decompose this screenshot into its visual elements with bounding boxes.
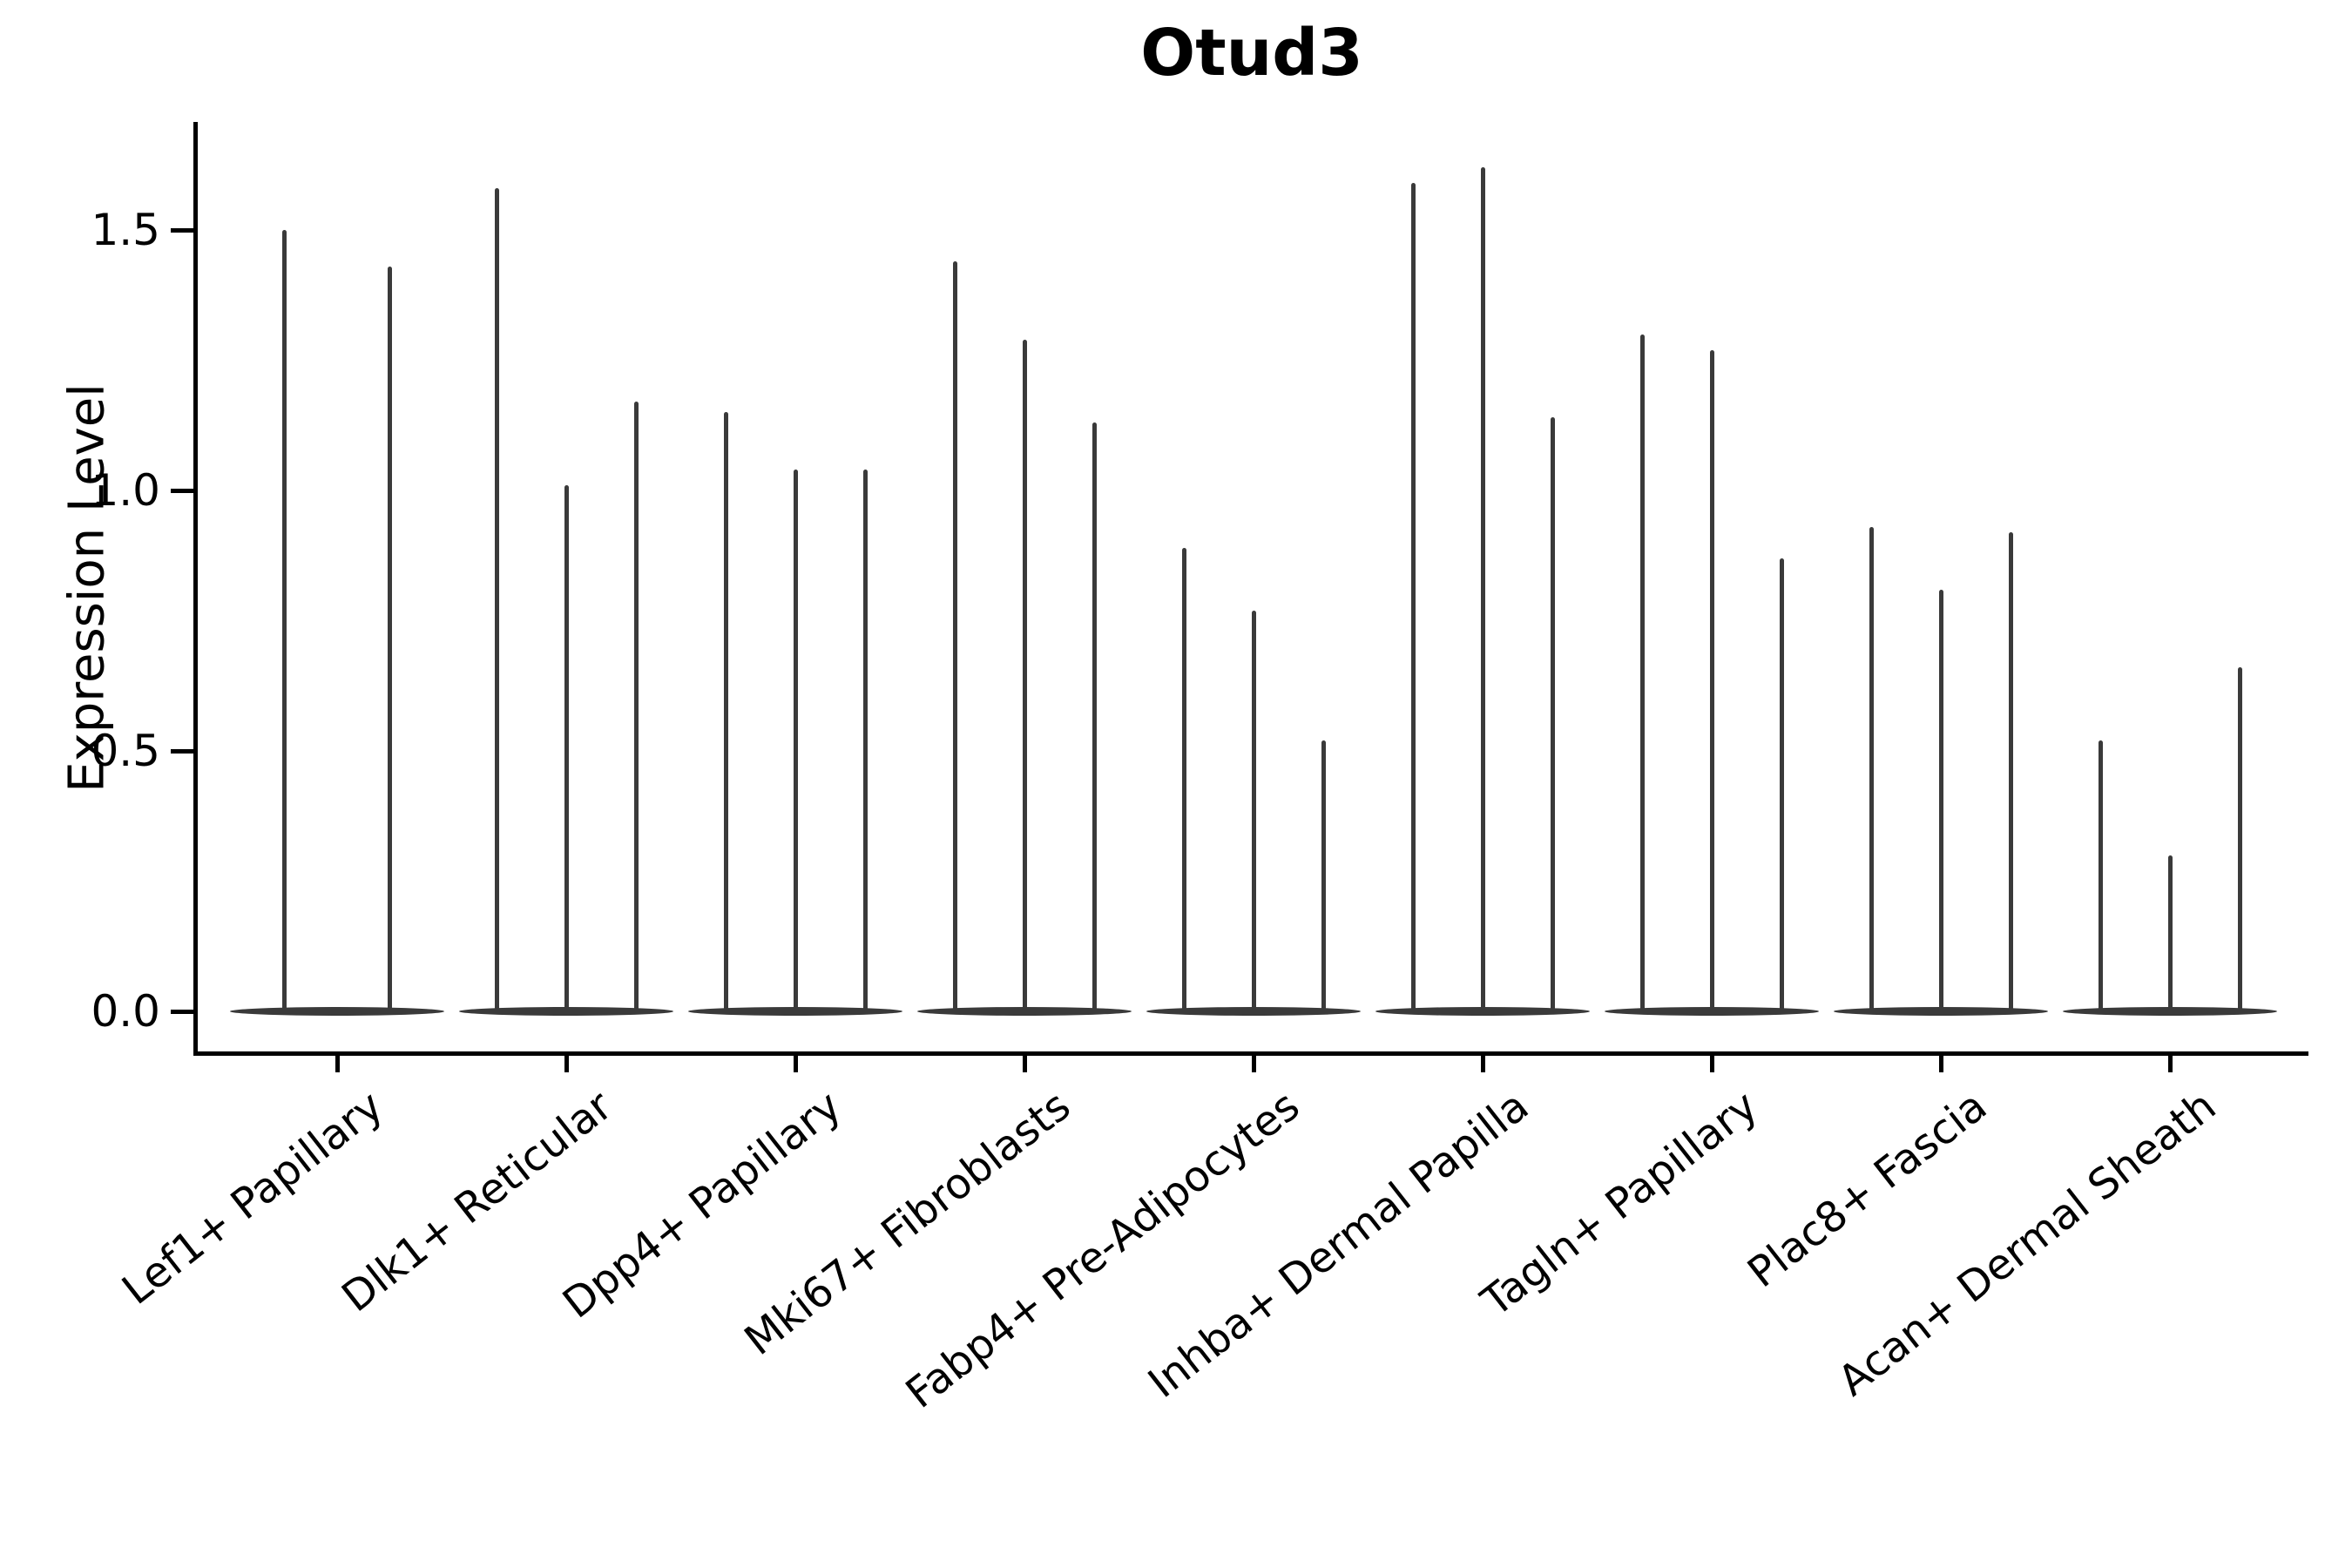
violin-baseline-bulge xyxy=(917,1007,1132,1016)
violin-spike xyxy=(2008,531,2013,1011)
violin-spike xyxy=(1321,740,1326,1011)
violin-spike xyxy=(2237,667,2242,1011)
x-axis-spine xyxy=(193,1051,2308,1056)
violin-spike xyxy=(1092,422,1097,1011)
violin-spike xyxy=(1550,417,1555,1011)
chart-title: Otud3 xyxy=(1140,16,1363,91)
x-tick-mark xyxy=(1252,1056,1256,1072)
y-tick-label: 1.5 xyxy=(91,205,160,255)
violin-spike xyxy=(2098,740,2103,1011)
violin-spike xyxy=(564,485,569,1011)
violin-spike xyxy=(1251,610,1256,1011)
violin-spike xyxy=(2167,855,2173,1011)
violin-spike xyxy=(1181,547,1186,1011)
y-tick-mark xyxy=(171,749,193,754)
x-tick-mark xyxy=(2168,1056,2173,1072)
violin-spike xyxy=(1022,339,1027,1011)
violin-baseline-bulge xyxy=(1834,1007,2048,1016)
violin-spike xyxy=(1410,183,1416,1011)
violin-spike xyxy=(1869,526,1874,1011)
violin-spike xyxy=(387,266,392,1011)
violin-spike xyxy=(1938,589,1943,1011)
x-tick-mark xyxy=(564,1056,569,1072)
violin-spike xyxy=(494,188,499,1011)
y-tick-mark xyxy=(171,228,193,233)
violin-spike xyxy=(723,412,728,1011)
y-tick-mark xyxy=(171,1010,193,1014)
violin-spike xyxy=(793,470,798,1011)
violin-baseline-bulge xyxy=(1146,1007,1361,1016)
y-tick-label: 0.5 xyxy=(91,726,160,776)
violin-spike xyxy=(862,470,868,1011)
x-tick-mark xyxy=(1939,1056,1943,1072)
y-tick-label: 1.0 xyxy=(91,465,160,516)
x-tick-mark xyxy=(1481,1056,1485,1072)
violin-baseline-bulge xyxy=(688,1007,902,1016)
violin-baseline-bulge xyxy=(1375,1007,1590,1016)
violin-spike xyxy=(1639,334,1645,1011)
violin-spike xyxy=(1480,167,1485,1011)
x-tick-mark xyxy=(1710,1056,1714,1072)
y-tick-label: 0.0 xyxy=(91,986,160,1037)
violin-baseline-bulge xyxy=(459,1007,673,1016)
violin-baseline-bulge xyxy=(1605,1007,1819,1016)
x-tick-mark xyxy=(794,1056,798,1072)
y-axis-spine xyxy=(193,122,198,1056)
violin-baseline-bulge xyxy=(2063,1007,2277,1016)
violin-baseline-bulge xyxy=(230,1007,444,1016)
violin-spike xyxy=(1779,558,1784,1011)
violin-spike xyxy=(633,402,639,1011)
x-tick-mark xyxy=(335,1056,340,1072)
y-tick-mark xyxy=(171,489,193,493)
violin-spike xyxy=(281,230,287,1011)
x-tick-mark xyxy=(1023,1056,1027,1072)
violin-spike xyxy=(1709,349,1714,1011)
violin-spike xyxy=(952,260,957,1011)
